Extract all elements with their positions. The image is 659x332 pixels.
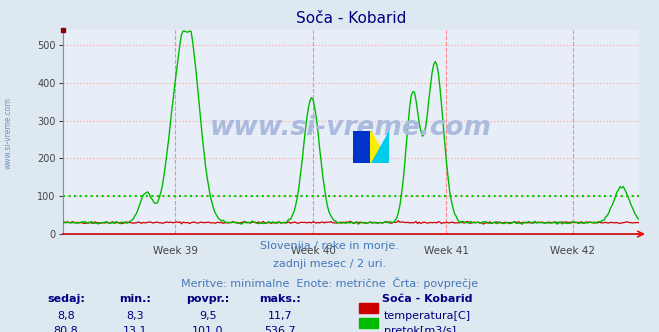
Text: Week 40: Week 40 [291, 246, 336, 256]
Text: 8,8: 8,8 [57, 311, 74, 321]
Text: 536,7: 536,7 [264, 326, 296, 332]
Text: Soča - Kobarid: Soča - Kobarid [382, 294, 473, 304]
Text: maks.:: maks.: [259, 294, 301, 304]
Text: 9,5: 9,5 [199, 311, 216, 321]
Text: www.si-vreme.com: www.si-vreme.com [4, 97, 13, 169]
Bar [353, 131, 370, 163]
Text: pretok[m3/s]: pretok[m3/s] [384, 326, 455, 332]
Text: Meritve: minimalne  Enote: metrične  Črta: povprečje: Meritve: minimalne Enote: metrične Črta:… [181, 277, 478, 289]
Text: min.:: min.: [119, 294, 151, 304]
Title: Soča - Kobarid: Soča - Kobarid [296, 11, 406, 26]
Text: www.si-vreme.com: www.si-vreme.com [210, 115, 492, 141]
Text: Week 39: Week 39 [152, 246, 198, 256]
Text: 8,3: 8,3 [127, 311, 144, 321]
Text: 13,1: 13,1 [123, 326, 148, 332]
Text: 80,8: 80,8 [53, 326, 78, 332]
Text: povpr.:: povpr.: [186, 294, 229, 304]
Text: 11,7: 11,7 [268, 311, 293, 321]
Polygon shape [370, 131, 389, 163]
Polygon shape [370, 131, 389, 163]
Text: Week 41: Week 41 [424, 246, 469, 256]
Text: 101,0: 101,0 [192, 326, 223, 332]
Text: zadnji mesec / 2 uri.: zadnji mesec / 2 uri. [273, 259, 386, 269]
Text: sedaj:: sedaj: [47, 294, 85, 304]
Text: Week 42: Week 42 [550, 246, 596, 256]
Text: temperatura[C]: temperatura[C] [384, 311, 471, 321]
Text: Slovenija / reke in morje.: Slovenija / reke in morje. [260, 241, 399, 251]
